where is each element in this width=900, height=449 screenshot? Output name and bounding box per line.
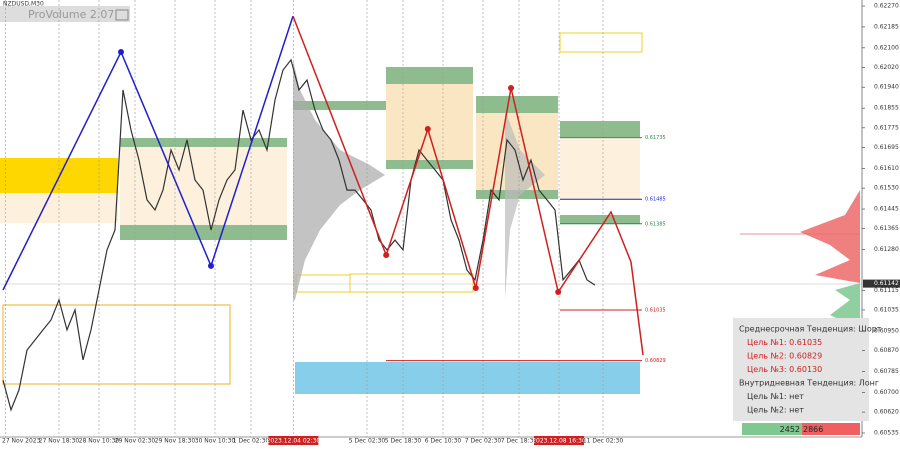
x-tick-label: 27 Nov 18:30: [39, 438, 80, 445]
zone: [560, 137, 640, 199]
y-tick-label: 0.60950: [874, 327, 899, 334]
zone: [386, 160, 473, 169]
panel-line: Цель №2: 0.60829: [747, 352, 822, 361]
x-tick-label: 7 Dec 18:30: [501, 438, 538, 445]
x-tick-label: 5 Dec 18:30: [385, 438, 422, 445]
x-tick-label: 28 Nov 10:30: [79, 438, 120, 445]
y-tick-label: 0.61855: [874, 105, 899, 112]
footer-bar: [802, 423, 860, 435]
y-tick-label: 0.60870: [874, 347, 899, 354]
x-tick-highlight: [534, 436, 584, 445]
level-label: 0.61735: [645, 135, 666, 141]
zones: [0, 32, 862, 420]
x-tick-label: 7 Dec 02:30: [465, 438, 502, 445]
y-tick-label: 0.62270: [874, 3, 899, 10]
zone: [560, 215, 640, 224]
zigzag-point: [555, 288, 562, 295]
x-tick-label: 27 Nov 2023: [2, 438, 41, 445]
zone: [559, 32, 643, 53]
zone: [295, 362, 640, 394]
y-tick-label: 0.61610: [874, 165, 899, 172]
y-tick-label: 0.61530: [874, 185, 899, 192]
zone: [120, 147, 287, 225]
price-line: [2, 58, 596, 412]
y-tick-label: 0.61695: [874, 144, 899, 151]
volume-profile: [293, 60, 385, 300]
footer-bar: [742, 423, 802, 435]
volume-profile: [800, 190, 860, 283]
zone: [293, 101, 386, 110]
x-tick-highlight: [268, 436, 319, 445]
x-tick-label: 6 Dec 10:30: [425, 438, 462, 445]
y-tick-label: 0.62185: [874, 23, 899, 30]
zone: [386, 67, 473, 84]
zone: [120, 225, 287, 240]
current-price: 0.61142: [874, 280, 899, 287]
indicator-box: [0, 6, 130, 22]
y-tick-label: 0.60785: [874, 368, 899, 375]
panel-footer: 2866: [803, 425, 823, 434]
indicator-name: ProVolume 2.07: [28, 8, 114, 21]
zone: [2, 304, 231, 385]
level-label: 0.60829: [645, 358, 666, 364]
panel-line: Цель №1: нет: [747, 392, 804, 401]
panel-line: Цель №2: нет: [747, 406, 804, 415]
zigzag-point: [424, 126, 431, 133]
zigzag-line: [2, 15, 294, 291]
panel-line: Цель №3: 0.60130: [747, 365, 822, 374]
y-tick-label: 0.61365: [874, 225, 899, 232]
x-tick-label: 29 Nov 18:30: [155, 438, 196, 445]
symbol: NZDUSD,M30: [3, 1, 44, 8]
volume-profile: [505, 110, 545, 300]
panel-line: Среднесрочная Тенденция: Шорт: [739, 325, 882, 334]
panel-footer: 2452: [780, 425, 800, 434]
level-label: 0.61035: [645, 307, 666, 313]
y-tick-label: 0.61940: [874, 84, 899, 91]
zigzag-point: [508, 84, 514, 91]
x-tick-label: 5 Dec 02:30: [349, 438, 386, 445]
y-tick-label: 0.61280: [874, 246, 899, 253]
y-tick-label: 0.62100: [874, 44, 899, 51]
zigzag-point: [383, 252, 390, 259]
zigzag-point: [208, 262, 214, 269]
info-panel: [733, 318, 869, 421]
x-tick-label: 1 Dec 02:30: [233, 438, 270, 445]
x-tick-label: 2023.12.04 02:30: [267, 438, 321, 445]
y-tick-label: 0.61445: [874, 206, 899, 213]
current-price-box: [863, 279, 900, 288]
y-tick-label: 0.61775: [874, 124, 899, 131]
x-tick-label: 29 Nov 02:30: [115, 438, 156, 445]
y-tick-label: 0.62020: [874, 64, 899, 71]
zone: [386, 84, 473, 160]
x-tick-label: 2023.12.08 16:30: [532, 438, 586, 445]
zigzag-point: [118, 49, 124, 56]
y-tick-label: 0.60620: [874, 409, 899, 416]
level-label: 0.61485: [645, 197, 666, 203]
zone: [476, 96, 558, 113]
panel-line: Внутридневная Тенденция: Лонг: [739, 379, 879, 388]
volume-profile: [830, 283, 860, 420]
x-tick-label: 11 Dec 02:30: [583, 438, 624, 445]
panel-line: Цель №1: 0.61035: [747, 338, 822, 347]
y-tick-label: 0.61115: [874, 287, 899, 294]
x-tick-label: 30 Nov 10:30: [195, 438, 236, 445]
y-tick-label: 0.61035: [874, 306, 899, 313]
indicator-button[interactable]: [115, 9, 129, 21]
y-tick-label: 0.60535: [874, 430, 899, 437]
zigzag-point: [472, 285, 479, 292]
zone: [120, 138, 287, 147]
zone: [560, 121, 640, 137]
y-tick-label: 0.60700: [874, 389, 899, 396]
level-label: 0.61385: [645, 221, 666, 227]
